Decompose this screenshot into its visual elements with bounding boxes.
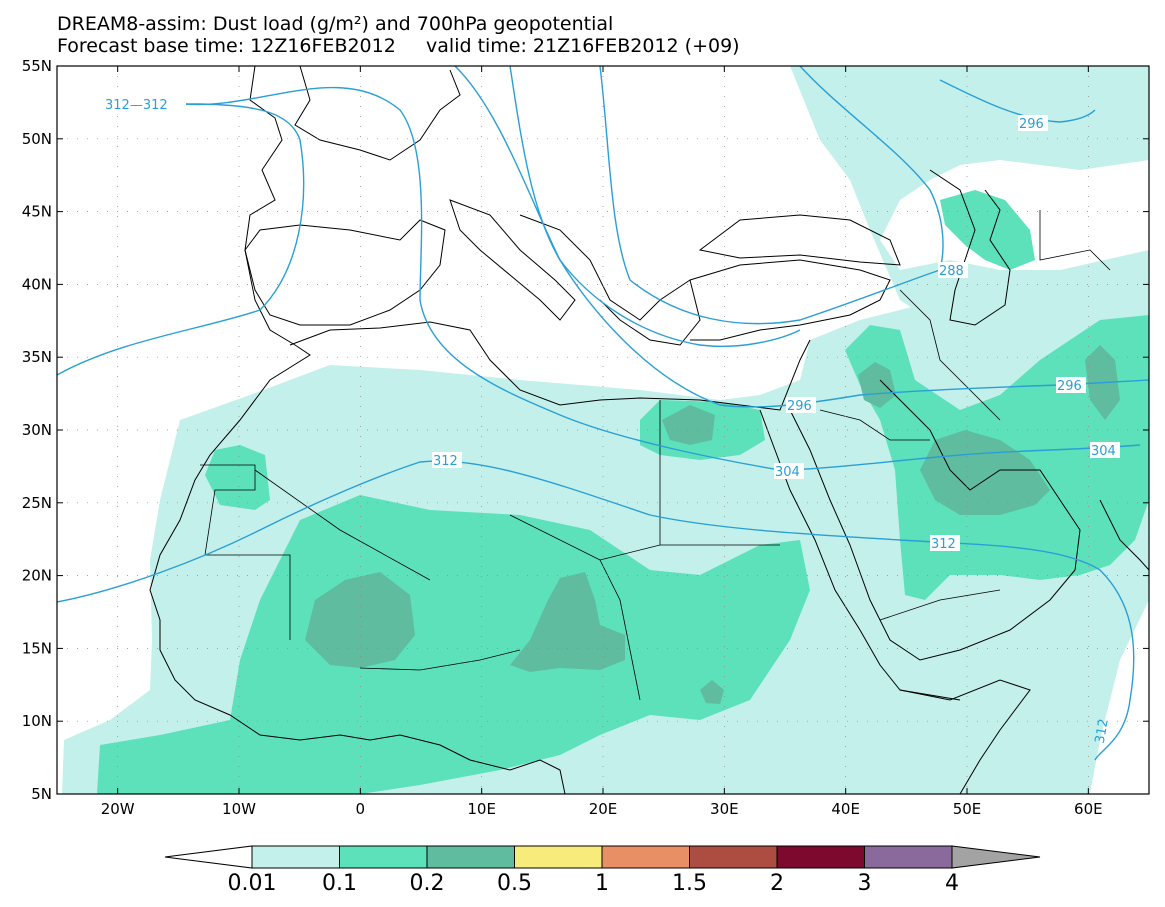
dust-area-light-caspian	[790, 66, 1149, 320]
colorbar-swatch	[514, 845, 603, 869]
colorbar-swatch	[251, 845, 340, 869]
latitude-axis: 55N 50N 45N 40N 35N 30N 25N 20N 15N 10N 5N	[22, 57, 1149, 803]
colorbar-label: 0.1	[322, 871, 357, 896]
contour-label-296-egypt: 296	[787, 399, 812, 414]
colorbar-label: 2	[770, 871, 784, 896]
lat-tick-label: 35N	[22, 348, 52, 366]
colorbar-label: 3	[858, 871, 872, 896]
colorbar-swatch	[864, 845, 953, 869]
lon-tick-label: 20E	[589, 800, 618, 818]
colorbar-over-triangle	[951, 845, 1041, 869]
coast-horn-africa	[899, 679, 1031, 794]
contour-296	[509, 66, 1149, 408]
chart-subtitle: Forecast base time: 12Z16FEB2012 valid t…	[57, 35, 740, 57]
colorbar-label: 4	[945, 871, 959, 896]
dust-area-dark-sudan	[700, 680, 724, 704]
colorbar-swatch	[426, 845, 515, 869]
colorbar-label: 0.01	[228, 871, 277, 896]
contour-label-312-arabia: 312	[931, 537, 956, 552]
colorbar-swatch	[339, 845, 428, 869]
lon-tick-label: 50E	[953, 800, 982, 818]
borders	[200, 210, 1111, 701]
contour-304	[454, 66, 801, 348]
longitude-axis: 20W 10W 0 10E 20E 30E 40E 50E 60E	[101, 66, 1103, 818]
coast-balkans-greece	[519, 214, 701, 346]
coast-black-sea	[698, 214, 901, 266]
lon-tick-label: 40E	[831, 800, 860, 818]
lat-tick-label: 15N	[22, 639, 52, 657]
coast-iberia	[244, 219, 446, 326]
border-chad-sudan	[599, 559, 641, 701]
colorbar-label: 0.2	[410, 871, 445, 896]
colorbar-under-triangle	[164, 845, 253, 869]
dust-area-dark-chad	[510, 572, 625, 672]
dust-area-medium-caspian	[940, 190, 1035, 270]
dust-area-light-north	[930, 66, 1149, 130]
colorbar: 0.01 0.1 0.2 0.5 1 1.5 2 3 4	[164, 845, 1041, 896]
contour-312-loop	[184, 86, 1141, 471]
coastlines	[149, 66, 1149, 794]
contour-label-312-south: 312	[1093, 718, 1112, 745]
contour-312-north	[57, 103, 305, 376]
dust-area-dark-niger	[305, 572, 415, 668]
contour-288	[599, 66, 941, 325]
lat-tick-label: 10N	[22, 712, 52, 730]
colorbar-swatch	[601, 845, 690, 869]
lat-tick-label: 50N	[22, 130, 52, 148]
dust-area-dark-gulf	[920, 430, 1050, 515]
lon-tick-label: 10W	[222, 800, 256, 818]
dust-area-medium-sahel	[97, 495, 810, 794]
coast-caspian	[929, 169, 1011, 326]
colorbar-label: 0.5	[497, 871, 532, 896]
colorbar-swatch	[689, 845, 778, 869]
border-niger-nigeria	[359, 649, 521, 671]
contour-label-304-east: 304	[1091, 444, 1116, 459]
contour-label-288: 288	[939, 264, 964, 279]
contour-label-312-312: 312—312	[105, 98, 168, 113]
lat-tick-label: 30N	[22, 421, 52, 439]
coast-arabia	[789, 379, 1081, 661]
lat-tick-label: 5N	[31, 785, 52, 803]
contour-296-north	[799, 66, 944, 271]
lat-tick-label: 20N	[22, 567, 52, 585]
lon-tick-label: 60E	[1074, 800, 1103, 818]
contour-label-296-ne: 296	[1019, 117, 1044, 132]
border-saudi-iraq	[819, 409, 930, 441]
coast-france-uk	[294, 66, 461, 161]
border-kazakh	[1039, 210, 1111, 271]
lon-tick-label: 10E	[467, 800, 496, 818]
coast-italy	[449, 199, 576, 321]
dust-area-medium-westsahara	[205, 445, 270, 510]
contour-312-south	[57, 460, 1135, 761]
lat-tick-label: 25N	[22, 494, 52, 512]
dust-shading	[62, 66, 1149, 794]
contour-label-312: 312	[433, 454, 458, 469]
colorbar-label: 1	[595, 871, 609, 896]
coast-turkey	[689, 259, 891, 341]
lon-tick-label: 20W	[101, 800, 135, 818]
coast-west-africa	[149, 66, 566, 794]
dust-area-dark-iraq	[858, 362, 896, 408]
border-saudi-yemen	[879, 589, 1001, 621]
lat-tick-label: 40N	[22, 275, 52, 293]
colorbar-swatch	[776, 845, 865, 869]
border-algeria-mali	[254, 469, 431, 581]
lat-tick-label: 55N	[22, 57, 52, 75]
lon-tick-label: 0	[356, 800, 366, 818]
lon-tick-label: 30E	[710, 800, 739, 818]
dust-area-dark-egypt	[662, 405, 715, 445]
chart-title: DREAM8-assim: Dust load (g/m²) and 700hP…	[57, 13, 614, 35]
contour-label-304-west: 304	[775, 465, 800, 480]
contour-label-296-east: 296	[1057, 379, 1082, 394]
contour-labels: 312—312 312 296 288 296 296 304 304 312 …	[104, 96, 1120, 745]
coast-mediterranean-south	[289, 321, 811, 411]
coast-india	[1099, 499, 1149, 571]
contour-296-ne	[939, 79, 1096, 123]
lat-tick-label: 45N	[22, 203, 52, 221]
border-iran	[899, 289, 1001, 421]
colorbar-label: 1.5	[672, 871, 707, 896]
border-mauritania	[200, 464, 291, 640]
